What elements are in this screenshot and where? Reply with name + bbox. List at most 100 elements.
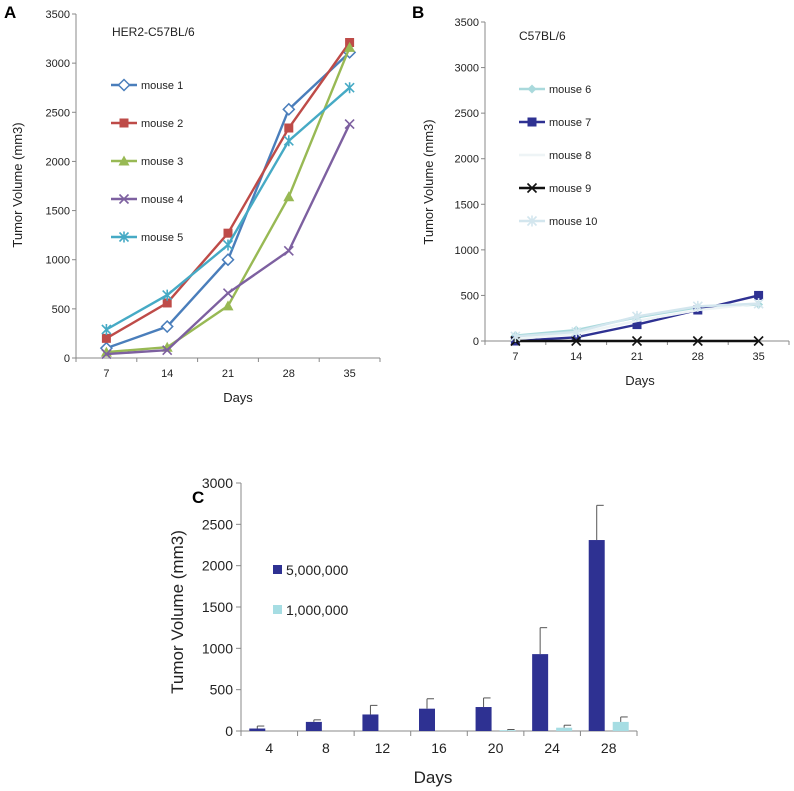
legend-marker <box>119 118 129 128</box>
legend-marker <box>118 155 130 166</box>
panel-a-marks <box>99 38 357 360</box>
legend-entry: 5,000,000 <box>273 562 348 578</box>
legend-label: mouse 6 <box>549 84 591 96</box>
panel-b-letter: B <box>412 3 424 22</box>
panel-b-title: C57BL/6 <box>519 29 566 43</box>
data-point <box>222 300 234 311</box>
bar <box>362 714 379 731</box>
panel-b-xlabel: Days <box>625 373 655 388</box>
x-tick-label: 7 <box>103 368 109 380</box>
y-tick-label: 0 <box>473 336 479 348</box>
legend-entry: mouse 9 <box>519 182 591 195</box>
y-tick-label: 1500 <box>46 206 70 218</box>
panel-c-ylabel: Tumor Volume (mm3) <box>168 530 187 694</box>
panel-b-axes: 0 500 1000 1500 2000 2500 3000 3500 7 14 21 28 35 <box>455 17 790 363</box>
panel-b-ylabel: Tumor Volume (mm3) <box>421 119 436 244</box>
panel-b-marks <box>510 290 764 347</box>
data-point <box>692 300 703 312</box>
bar <box>532 654 549 731</box>
y-tick-label: 500 <box>210 682 234 698</box>
y-tick-label: 1000 <box>455 245 479 257</box>
legend-marker <box>526 182 538 194</box>
panel-a-legend: mouse 1 mouse 2 mouse 3 mouse 4 mouse 5 <box>111 78 183 244</box>
data-point <box>571 326 582 338</box>
legend-label: mouse 4 <box>141 194 183 206</box>
data-point <box>510 330 521 342</box>
bar <box>305 721 322 731</box>
legend-entry: mouse 6 <box>519 84 591 96</box>
y-tick-label: 3500 <box>46 9 70 21</box>
data-point <box>223 228 233 238</box>
y-tick-label: 0 <box>64 353 70 365</box>
data-point <box>753 298 764 310</box>
data-point <box>344 41 356 52</box>
y-tick-label: 2000 <box>455 154 479 166</box>
bar <box>419 708 435 731</box>
bar <box>249 728 266 731</box>
y-tick-label: 500 <box>461 290 479 302</box>
x-tick-label: 14 <box>570 351 582 363</box>
x-tick-label: 21 <box>222 368 234 380</box>
panel-c-bar-chart: C Days Tumor Volume (mm3) 0 500 1000 1500 20… <box>168 475 638 787</box>
y-tick-label: 500 <box>52 304 70 316</box>
panel-c-axes: 0 500 1000 1500 2000 2500 3000 4 8 12 16 20 24 28 <box>202 475 638 756</box>
bar <box>475 707 492 731</box>
legend-entry: mouse 4 <box>111 193 183 206</box>
data-point <box>221 253 235 267</box>
y-tick-label: 3000 <box>202 475 233 491</box>
data-point <box>282 102 296 116</box>
panel-a-letter: A <box>4 3 16 22</box>
x-tick-label: 28 <box>283 368 295 380</box>
legend-label: mouse 1 <box>141 80 183 92</box>
legend-label: mouse 10 <box>549 216 597 228</box>
data-point <box>222 288 234 299</box>
data-point <box>101 323 112 335</box>
bar <box>556 727 573 731</box>
data-point <box>632 320 642 330</box>
legend-swatch <box>273 605 282 614</box>
x-tick-label: 28 <box>601 740 617 756</box>
x-tick-label: 20 <box>488 740 504 756</box>
x-tick-label: 16 <box>431 740 447 756</box>
panel-c-legend: 5,000,000 1,000,000 <box>273 562 348 618</box>
data-point <box>631 310 643 322</box>
legend-label: mouse 9 <box>549 183 591 195</box>
legend-label: mouse 8 <box>549 150 591 162</box>
legend-label: 1,000,000 <box>286 602 348 618</box>
legend-entry: mouse 3 <box>111 155 183 168</box>
legend-entry: mouse 10 <box>519 215 597 228</box>
x-tick-label: 21 <box>631 351 643 363</box>
y-tick-label: 2500 <box>46 107 70 119</box>
y-tick-label: 3500 <box>455 17 479 29</box>
series-mouse-5 <box>101 82 355 335</box>
bar <box>588 540 605 731</box>
x-tick-label: 8 <box>322 740 330 756</box>
y-tick-label: 1000 <box>46 255 70 267</box>
data-point <box>571 335 582 347</box>
data-point <box>162 345 173 356</box>
legend-label: mouse 7 <box>549 117 591 129</box>
data-point <box>284 123 294 133</box>
series-1000000 <box>499 716 629 731</box>
legend-entry: mouse 1 <box>111 78 183 92</box>
data-point <box>222 239 234 251</box>
legend-label: 5,000,000 <box>286 562 348 578</box>
x-tick-label: 35 <box>343 368 355 380</box>
panel-b-line-chart: B C57BL/6 Days Tumor Volume (mm3) 0 500 10… <box>412 3 790 388</box>
data-point <box>344 119 355 130</box>
data-point <box>283 191 295 202</box>
panel-c-marks <box>249 504 629 731</box>
x-tick-label: 35 <box>752 351 764 363</box>
data-point <box>283 245 294 256</box>
data-point <box>631 335 643 347</box>
panel-a-line-chart: A HER2-C57BL/6 Days Tumor Volume (mm3) 0… <box>4 3 381 405</box>
panel-c-xlabel: Days <box>414 768 453 787</box>
legend-entry: mouse 5 <box>111 231 183 244</box>
bar <box>499 730 516 731</box>
panel-b-legend: mouse 6 mouse 7 mouse 8 mouse 9 mouse 10 <box>519 84 597 228</box>
y-tick-label: 2500 <box>455 108 479 120</box>
legend-entry: mouse 8 <box>519 150 591 162</box>
legend-marker <box>527 84 537 94</box>
panel-a-axes: 0 500 1000 1500 2000 2500 3000 3500 7 14 21 28 35 <box>46 9 381 380</box>
